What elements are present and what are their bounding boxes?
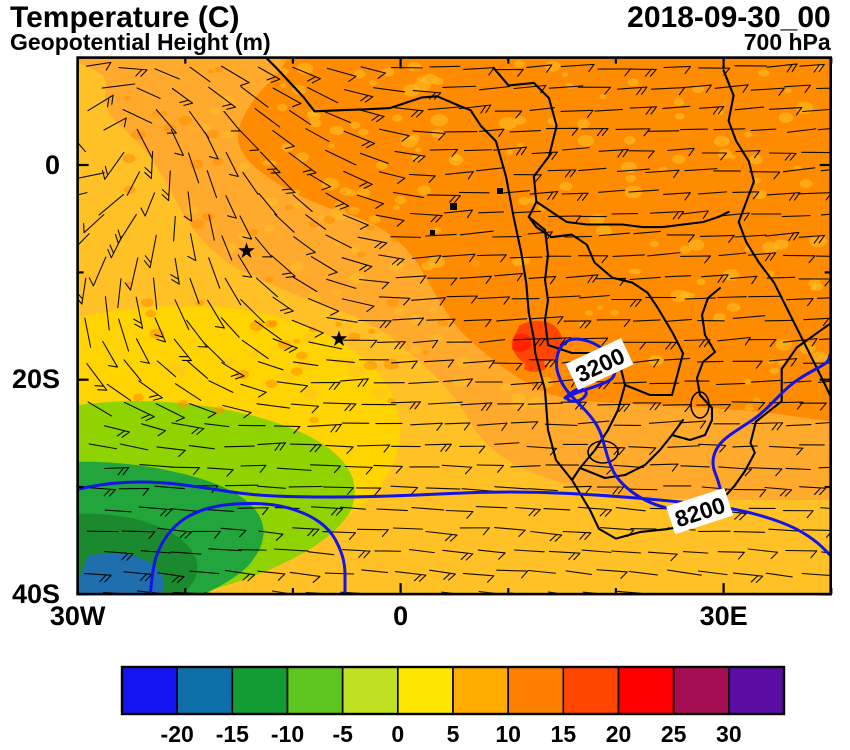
svg-text:20: 20 [606,721,632,747]
svg-text:10: 10 [495,721,521,747]
svg-text:30E: 30E [700,601,748,631]
svg-text:-15: -15 [216,721,249,747]
svg-text:30: 30 [716,721,742,747]
svg-text:-10: -10 [271,721,304,747]
svg-text:Geopotential Height (m): Geopotential Height (m) [10,29,271,55]
svg-text:-5: -5 [332,721,353,747]
svg-text:25: 25 [661,721,687,747]
svg-text:700 hPa: 700 hPa [744,29,831,55]
svg-text:40S: 40S [12,579,60,609]
svg-text:5: 5 [447,721,460,747]
svg-text:15: 15 [551,721,577,747]
svg-text:0: 0 [45,150,60,180]
svg-text:20S: 20S [12,364,60,394]
svg-text:-20: -20 [161,721,194,747]
svg-text:0: 0 [393,601,408,631]
svg-text:0: 0 [391,721,404,747]
